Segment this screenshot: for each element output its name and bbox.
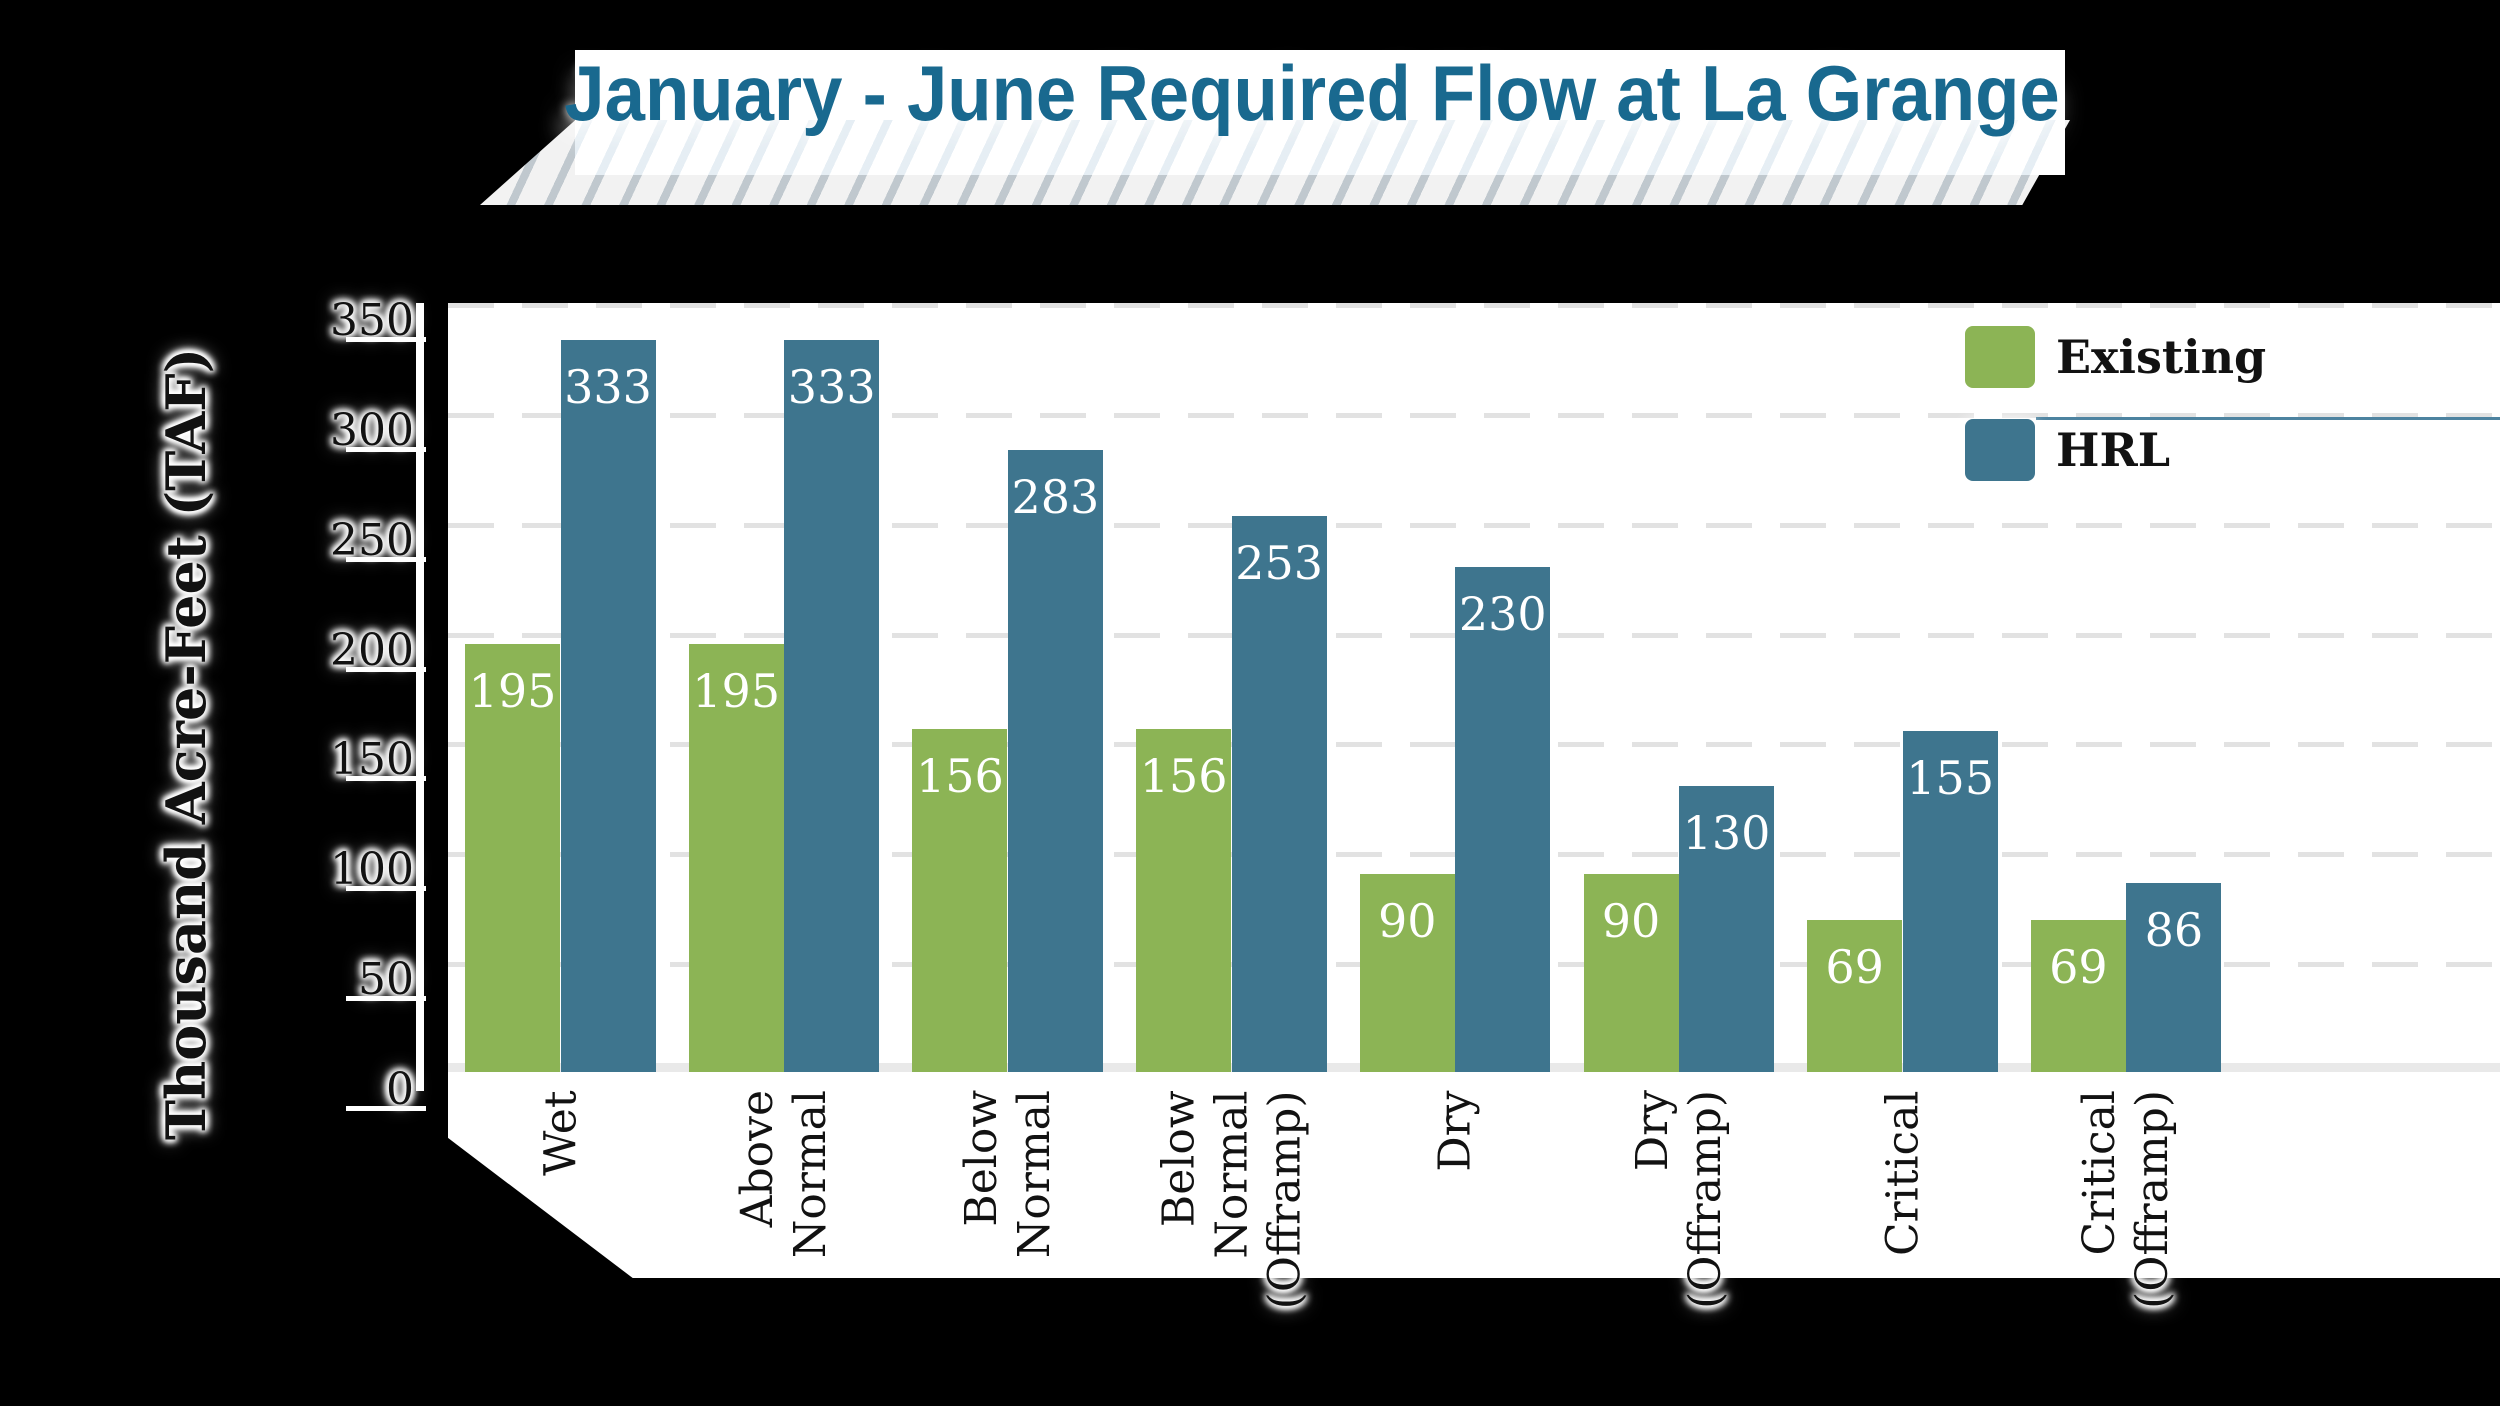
bar-hrl-8: 86 [2126, 883, 2222, 1072]
legend-swatch-hrl [1965, 419, 2035, 481]
bar-existing-5: 90 [1359, 874, 1455, 1072]
bar-value-label: 69 [1825, 940, 1884, 995]
y-tick-mark-250 [346, 556, 426, 562]
bar-hrl-7: 155 [1902, 731, 1998, 1072]
bar-value-label: 155 [1906, 751, 1995, 806]
title-glow-streaks [480, 120, 2070, 205]
bar-existing-3: 156 [912, 729, 1008, 1072]
gridline-300 [448, 412, 2500, 418]
y-tick-mark-0 [346, 1106, 426, 1111]
gridline-250 [448, 522, 2500, 528]
y-axis-line [416, 303, 424, 1091]
bar-value-label: 283 [1011, 470, 1100, 525]
x-category-label-2: Above Normal [732, 1090, 837, 1259]
y-tick-mark-50 [346, 996, 426, 1002]
bar-value-label: 156 [1139, 749, 1228, 804]
bar-hrl-4: 253 [1231, 516, 1327, 1072]
x-category-label-7: Critical [1877, 1090, 1929, 1256]
bar-value-label: 156 [915, 749, 1004, 804]
x-category-label-8: Critical (Offramp) [2074, 1090, 2179, 1309]
bar-hrl-3: 283 [1007, 450, 1103, 1072]
bar-value-label: 195 [692, 663, 781, 718]
bar-value-label: 333 [787, 360, 876, 415]
bar-existing-7: 69 [1807, 920, 1903, 1072]
chart-title: January - June Required Flow at La Grang… [564, 49, 2060, 137]
legend-divider-line [2036, 417, 2500, 420]
bar-value-label: 195 [468, 663, 557, 718]
bar-hrl-5: 230 [1455, 566, 1551, 1072]
bar-hrl-6: 130 [1679, 786, 1774, 1072]
x-category-label-4: Below Normal (Offramp) [1153, 1090, 1311, 1309]
bar-existing-8: 69 [2030, 920, 2126, 1072]
bar-existing-6: 90 [1583, 874, 1679, 1072]
bar-value-label: 90 [1601, 894, 1661, 949]
bar-existing-1: 195 [465, 643, 560, 1072]
y-tick-mark-300 [346, 446, 426, 452]
y-tick-mark-100 [346, 886, 426, 892]
bar-value-label: 86 [2144, 903, 2204, 958]
legend-label-hrl: HRL [2056, 423, 2171, 477]
bar-value-label: 90 [1378, 894, 1437, 949]
x-category-label-3: Below Normal [955, 1090, 1060, 1259]
bar-existing-4: 156 [1136, 729, 1232, 1072]
plot-area: 195 333 195 333 156 283 156 253 90 230 90 130 69 155 6… [448, 303, 2500, 1072]
legend-swatch-existing [1965, 326, 2035, 388]
bar-existing-2: 195 [688, 643, 784, 1072]
x-axis-label-band [448, 1072, 2500, 1278]
y-tick-mark-150 [346, 776, 426, 782]
x-category-label-1: Wet [535, 1090, 586, 1176]
y-tick-mark-200 [346, 666, 426, 672]
bar-value-label: 230 [1458, 586, 1547, 641]
bar-value-label: 130 [1682, 806, 1771, 861]
x-category-label-6: Dry (Offramp) [1627, 1090, 1731, 1309]
y-tick-mark-350 [346, 337, 426, 342]
legend-label-existing: Existing [2056, 330, 2267, 384]
bar-value-label: 333 [564, 360, 652, 415]
gridline-350 [448, 303, 2500, 308]
bar-value-label: 69 [2049, 940, 2108, 995]
bar-hrl-2: 333 [784, 340, 880, 1072]
bar-value-label: 253 [1235, 536, 1323, 591]
y-axis-title: Thousand Acre-Feet (TAF) [154, 347, 218, 1141]
bar-hrl-1: 333 [560, 340, 656, 1072]
x-category-label-5: Dry [1429, 1090, 1481, 1172]
